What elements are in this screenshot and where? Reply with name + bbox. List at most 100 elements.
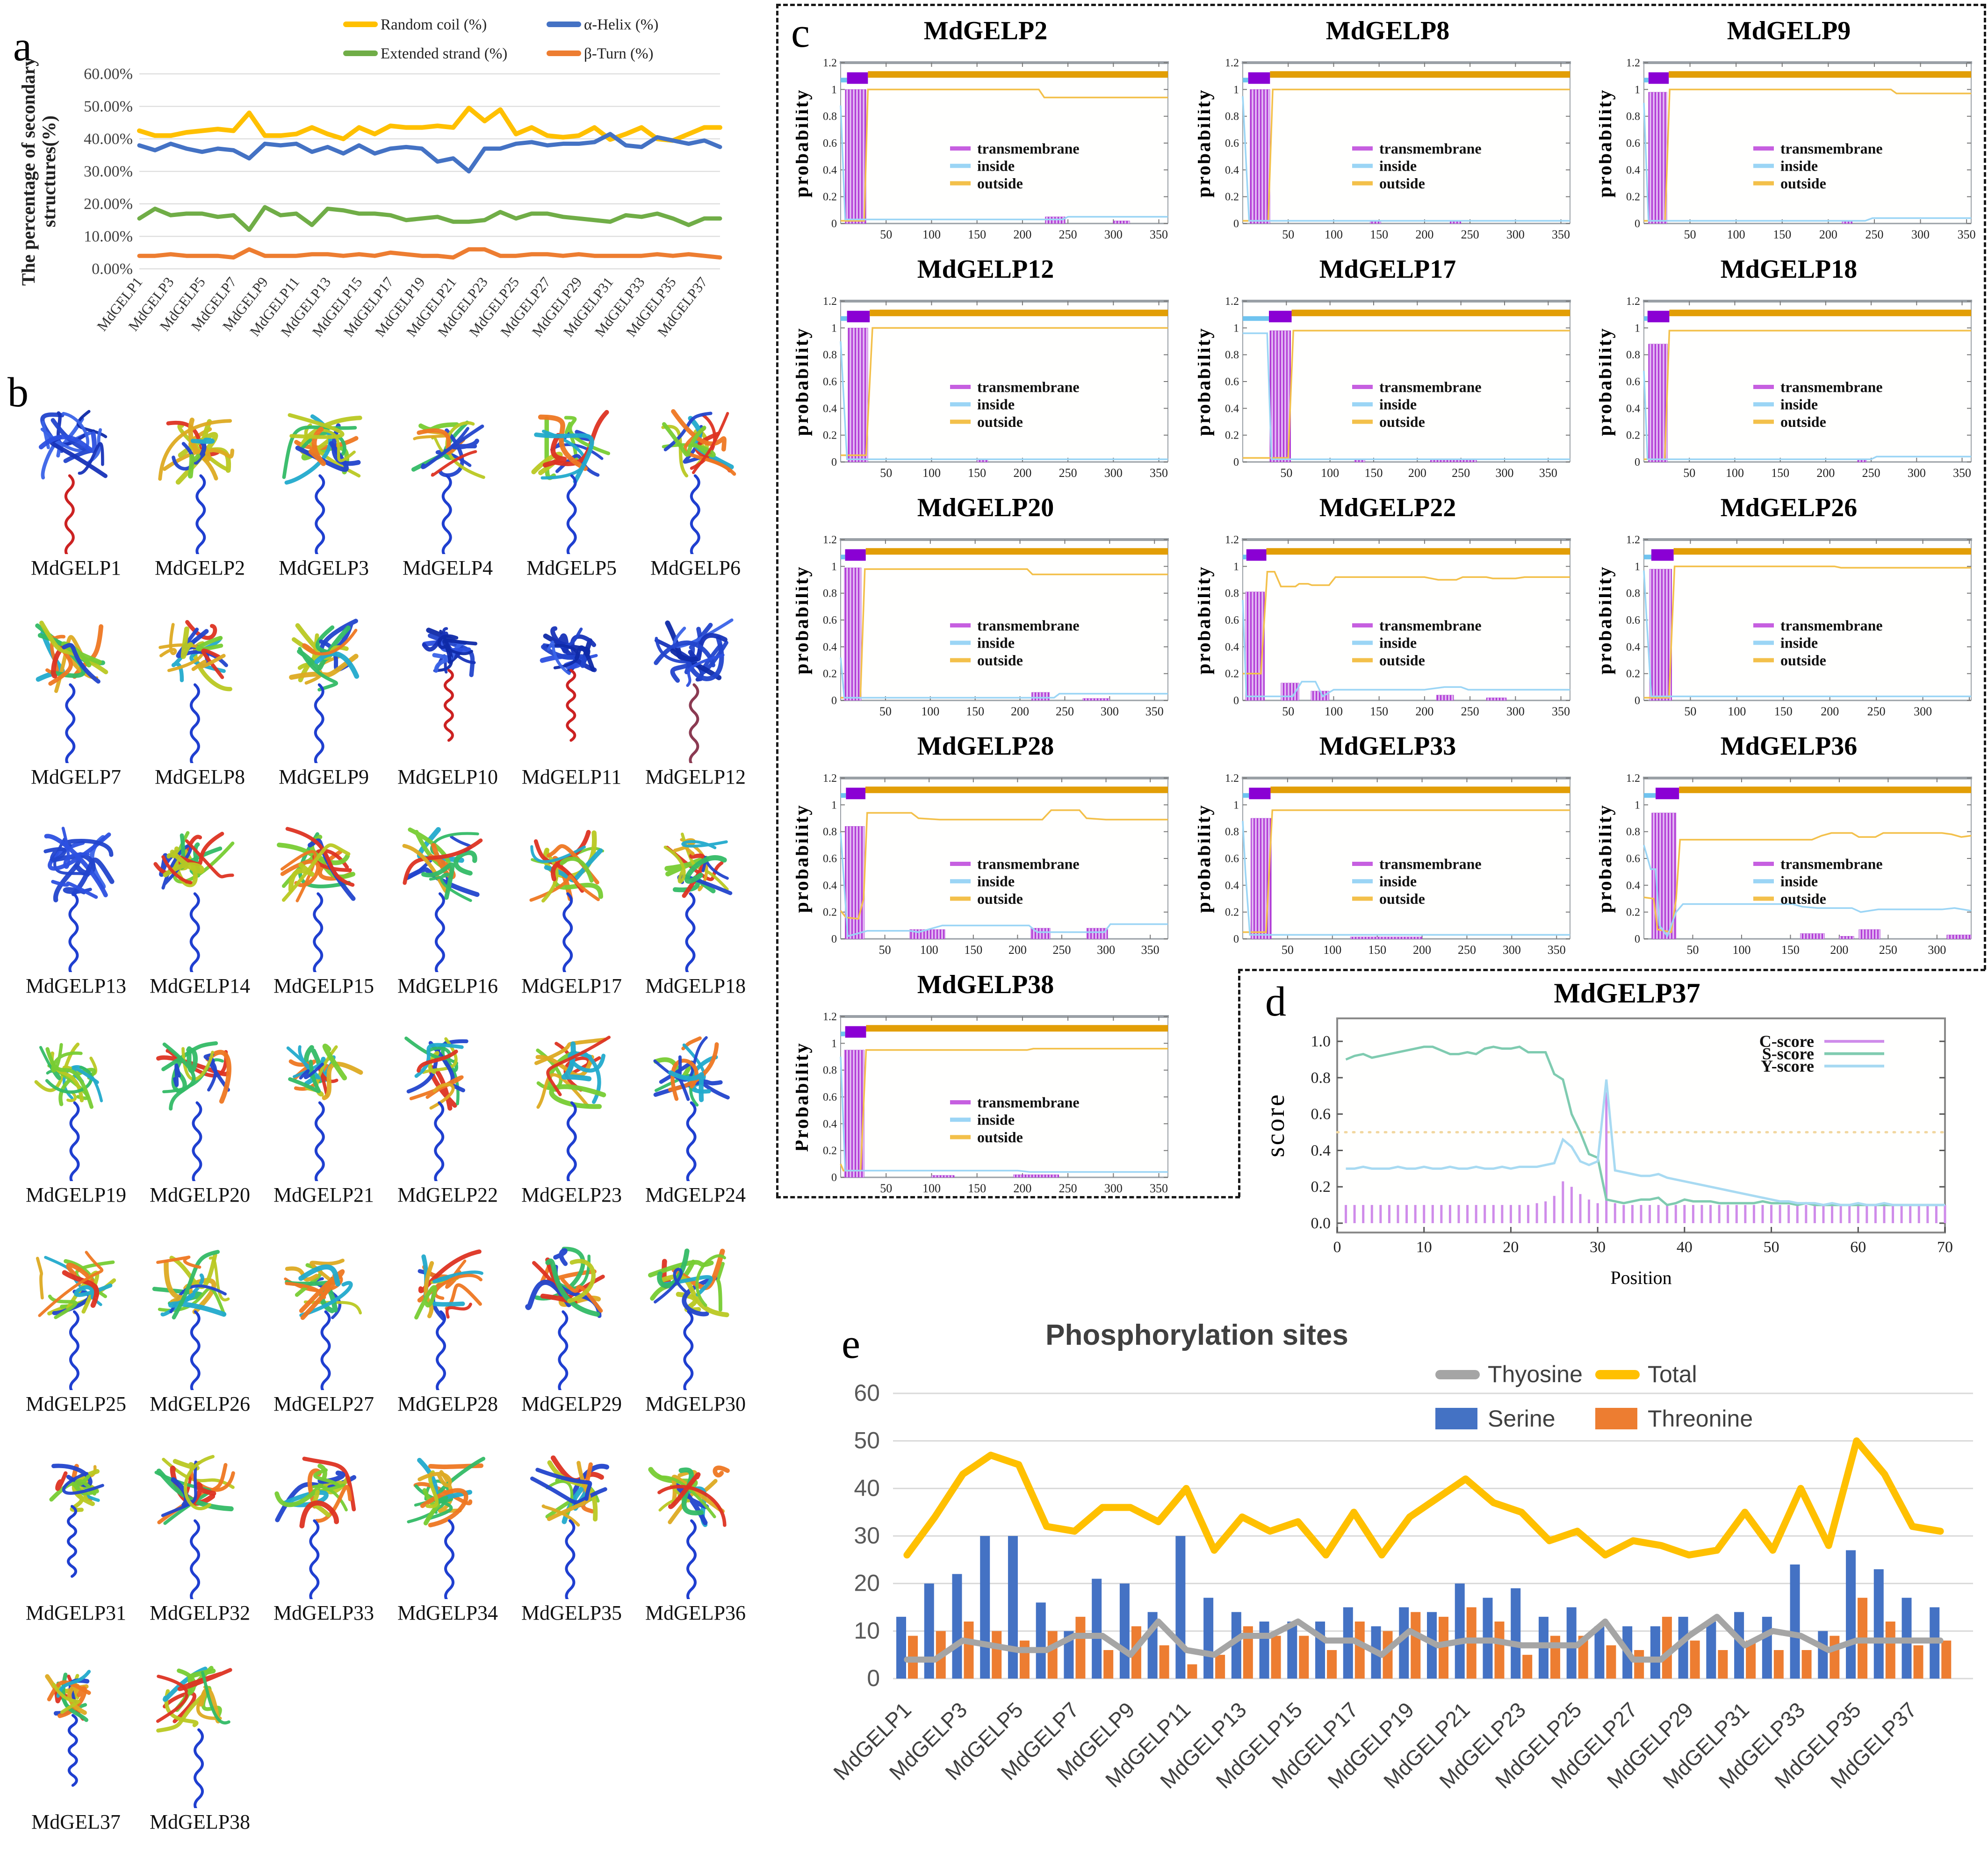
e-legend-swatch-thyosine [1435,1370,1480,1379]
threonine-bar [1606,1645,1616,1679]
tm-plot-title: MdGELP20 [917,493,1054,522]
svg-text:300: 300 [1104,228,1123,241]
svg-text:0.2: 0.2 [823,907,837,919]
tm-y-axis-label: probability [1599,804,1616,913]
tm-legend-label: inside [977,396,1015,413]
tm-legend-label: inside [1379,158,1417,174]
svg-text:100: 100 [1727,228,1745,241]
secondary-structure-chart-canvas: 0.00% 10.00% 20.00% 30.00% 40.00% 50.00% 60.00… [19,16,722,340]
threonine-bar [1522,1655,1533,1679]
transmembrane-top-band [1246,549,1267,561]
svg-text:300: 300 [1914,705,1932,718]
serine-bar [1762,1616,1772,1679]
svg-text:350: 350 [1548,943,1566,957]
svg-text:1: 1 [1233,799,1239,811]
protein-label: MdGELP29 [521,1392,622,1415]
inside-line [840,105,1168,221]
protein-label: MdGELP13 [25,974,127,997]
protein-structure-image [45,1670,91,1787]
protein-cell: MdGELP9 [262,606,386,789]
threonine-bar [1662,1616,1672,1679]
protein-label: MdGELP32 [149,1601,251,1624]
svg-text:0.8: 0.8 [1225,588,1239,600]
svg-text:50: 50 [1282,228,1294,241]
tm-legend-label: transmembrane [1379,855,1482,872]
threonine-bar [1075,1616,1086,1679]
protein-structure-image [648,1248,729,1390]
svg-text:0.8: 0.8 [1225,349,1239,361]
svg-text:0.4: 0.4 [1225,880,1239,892]
threonine-bar [1830,1636,1840,1679]
svg-text:250: 250 [1452,466,1470,480]
tm-legend-label: transmembrane [1379,617,1482,634]
protein-structure-image [654,618,734,763]
panel-d-chart: 0.0 0.2 0.4 0.6 0.8 1.0 0 10 20 30 40 50 60 70 C-score… [1258,1008,1973,1298]
svg-text:60: 60 [854,1380,880,1406]
d-y-axis-label: score [1261,1093,1290,1157]
tm-plot-MdGELP2: MdGELP2 0 0.2 0.4 0.6 0.8 1 1.2 50 100 150 200 250 30… [796,16,1175,251]
transmembrane-bars [931,1175,955,1178]
tm-plot-MdGELP9: MdGELP9 0 0.2 0.4 0.6 0.8 1 1.2 50 100 150 200 250 30… [1599,16,1979,251]
protein-structure-image [156,1041,231,1181]
svg-text:0.2: 0.2 [823,191,837,203]
protein-label: MdGELP8 [154,765,245,788]
protein-structure-image [529,830,605,972]
protein-cell: MdGEL37 [14,1651,138,1834]
tm-plot-canvas: 0 0.2 0.4 0.6 0.8 1 1.2 50 100 150 200 250 300 350 tra… [1198,534,1571,718]
threonine-bar [1494,1622,1505,1679]
svg-text:1.0: 1.0 [1311,1033,1331,1050]
tm-legend-label: outside [1780,890,1826,907]
serine-bar [1873,1569,1884,1679]
svg-text:0.6: 0.6 [1225,853,1239,865]
panel-a-letter: a [13,23,32,70]
svg-text:350: 350 [1150,228,1168,241]
protein-cell: MdGELP15 [262,815,386,998]
svg-text:0.8: 0.8 [1626,349,1640,361]
protein-cell: MdGELP33 [262,1442,386,1625]
protein-structure-image [411,420,485,554]
tm-legend-label: outside [1379,652,1425,669]
svg-text:0.6: 0.6 [823,614,837,627]
protein-label: MdGELP9 [278,765,369,788]
svg-text:0.2: 0.2 [1225,430,1239,442]
outside-line [840,809,1168,920]
protein-structure-image [534,1036,611,1181]
tm-legend-label: inside [1780,634,1818,651]
tm-legend-label: outside [977,175,1023,192]
svg-text:350: 350 [1150,466,1168,480]
protein-structure-image [152,1250,230,1390]
svg-text:100: 100 [1728,705,1746,718]
inside-line [1643,570,1971,698]
protein-cell: MdGELP17 [510,815,634,998]
svg-text:50: 50 [879,705,892,718]
serine-bar [1399,1607,1409,1679]
e-legend-label: Thyosine [1488,1361,1583,1387]
serine-bar [1455,1583,1465,1679]
tm-plot-canvas: 0 0.2 0.4 0.6 0.8 1 1.2 50 100 150 200 250 300 350 tra… [796,772,1169,957]
svg-text:200: 200 [1415,705,1433,718]
protein-cell: MdGELP35 [510,1442,634,1625]
transmembrane-bars [1858,929,1880,939]
protein-structure-image [38,410,108,554]
threonine-bar [1299,1636,1309,1679]
tm-legend-label: inside [977,1111,1015,1128]
inside-line [1643,844,1972,938]
transmembrane-bars [848,328,868,462]
legend-label: α-Helix (%) [584,16,658,33]
svg-text:0.8: 0.8 [823,826,837,838]
transmembrane-bars [1350,937,1422,939]
svg-text:0.6: 0.6 [1311,1106,1331,1123]
series-β-Turn (%) [137,247,722,260]
tm-legend-label: transmembrane [977,617,1080,634]
panel-b-letter: b [7,369,29,416]
tm-legend-label: inside [1780,158,1818,174]
svg-text:150: 150 [1368,943,1386,957]
threonine-bar [992,1631,1002,1679]
protein-cell: MdGELP3 [262,397,386,580]
svg-text:200: 200 [1819,228,1837,241]
svg-text:200: 200 [1830,943,1848,957]
tm-y-axis-label: probability [1599,566,1616,675]
tm-plot-title: MdGELP12 [917,255,1054,284]
panel-d-letter: d [1265,979,1286,1025]
svg-text:300: 300 [1506,705,1525,718]
